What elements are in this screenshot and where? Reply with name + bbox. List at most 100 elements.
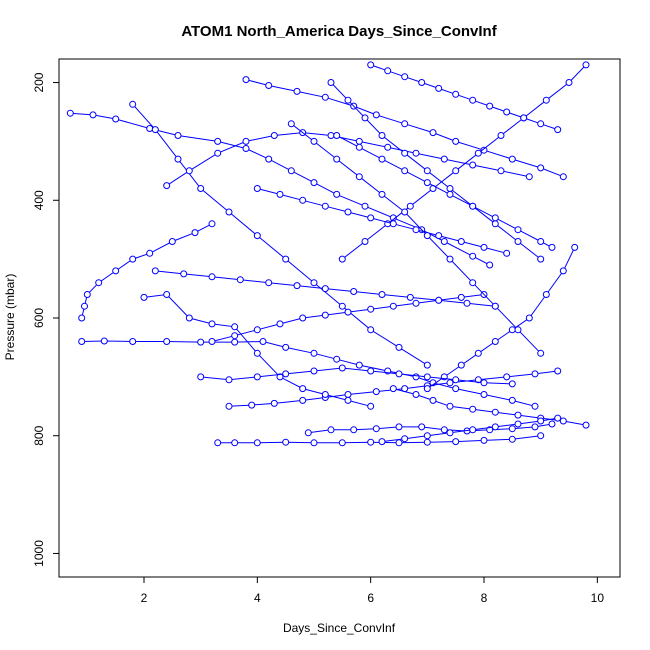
series-7 <box>242 76 567 181</box>
data-point <box>299 196 307 204</box>
data-point <box>401 149 409 157</box>
data-point <box>293 282 301 290</box>
data-point <box>452 90 460 98</box>
series-line <box>341 64 587 260</box>
data-point <box>469 279 477 287</box>
data-point <box>423 385 431 393</box>
data-point <box>310 439 318 447</box>
data-point <box>571 243 579 251</box>
data-point <box>503 373 511 381</box>
data-point <box>242 145 250 152</box>
data-point <box>395 439 403 447</box>
data-point <box>548 420 556 428</box>
y-tick-label: 1000 <box>32 540 46 567</box>
series-15 <box>140 291 375 410</box>
data-point <box>112 115 120 123</box>
data-point <box>440 238 448 245</box>
data-point <box>304 429 312 437</box>
y-axis-label: Pressure (mbar) <box>3 274 17 361</box>
data-point <box>185 314 193 322</box>
data-point <box>214 149 222 157</box>
data-point <box>231 439 239 447</box>
x-tick-label: 10 <box>591 591 605 605</box>
data-point <box>180 270 188 278</box>
series-line <box>132 103 428 366</box>
data-point <box>208 220 216 228</box>
data-point <box>537 349 545 357</box>
data-point <box>338 255 346 263</box>
data-point <box>486 261 494 269</box>
data-point <box>537 255 545 263</box>
data-point <box>214 439 222 447</box>
y-tick-label: 200 <box>32 72 46 92</box>
data-point <box>480 146 488 154</box>
data-point <box>457 293 465 301</box>
data-point <box>446 185 454 192</box>
data-point <box>418 79 426 86</box>
data-point <box>503 108 511 116</box>
data-point <box>174 155 182 163</box>
data-point <box>242 76 250 84</box>
series-16 <box>423 243 579 393</box>
data-point <box>327 132 335 139</box>
data-point <box>389 385 397 393</box>
data-point <box>412 226 420 234</box>
data-point <box>146 249 154 257</box>
data-point <box>293 87 301 95</box>
data-point <box>78 314 86 322</box>
data-point <box>412 299 420 307</box>
data-point <box>299 396 307 404</box>
chart-title: ATOM1 North_America Days_Since_ConvInf <box>181 23 497 40</box>
series-4 <box>129 100 431 369</box>
data-point <box>253 349 261 357</box>
data-point <box>514 411 522 419</box>
data-point <box>361 202 369 210</box>
data-point <box>253 185 261 192</box>
data-point <box>401 435 409 443</box>
data-point <box>367 214 375 222</box>
data-point <box>367 402 375 410</box>
data-point <box>440 155 448 163</box>
data-point <box>66 109 74 117</box>
data-point <box>276 373 284 381</box>
data-point <box>446 402 454 410</box>
data-point <box>338 302 346 310</box>
data-point <box>429 396 437 404</box>
data-point <box>276 320 284 328</box>
data-point <box>338 364 346 372</box>
data-point <box>259 338 267 345</box>
data-point <box>457 361 465 369</box>
data-point <box>372 425 380 433</box>
series-18 <box>333 132 556 251</box>
data-point <box>344 96 352 104</box>
data-point <box>401 120 409 128</box>
data-point <box>310 349 318 357</box>
data-point <box>508 326 516 334</box>
data-point <box>197 185 205 192</box>
data-point <box>423 232 431 240</box>
data-point <box>231 338 239 346</box>
data-point <box>310 367 318 375</box>
data-point <box>418 423 426 431</box>
data-point <box>208 320 216 328</box>
data-point <box>350 288 358 295</box>
data-point <box>412 391 420 398</box>
data-point <box>338 439 346 447</box>
data-point <box>514 238 522 245</box>
data-point <box>253 326 261 334</box>
data-point <box>208 338 216 345</box>
data-point <box>355 173 363 181</box>
data-point <box>491 408 499 416</box>
data-point <box>491 423 499 431</box>
data-point <box>321 202 329 210</box>
data-point <box>491 302 499 310</box>
data-point <box>355 361 363 369</box>
data-point <box>542 291 550 298</box>
series-2 <box>78 220 216 322</box>
data-point <box>253 232 261 240</box>
series-10 <box>151 267 499 310</box>
data-point <box>474 349 482 357</box>
data-point <box>270 132 278 139</box>
data-point <box>503 249 511 257</box>
